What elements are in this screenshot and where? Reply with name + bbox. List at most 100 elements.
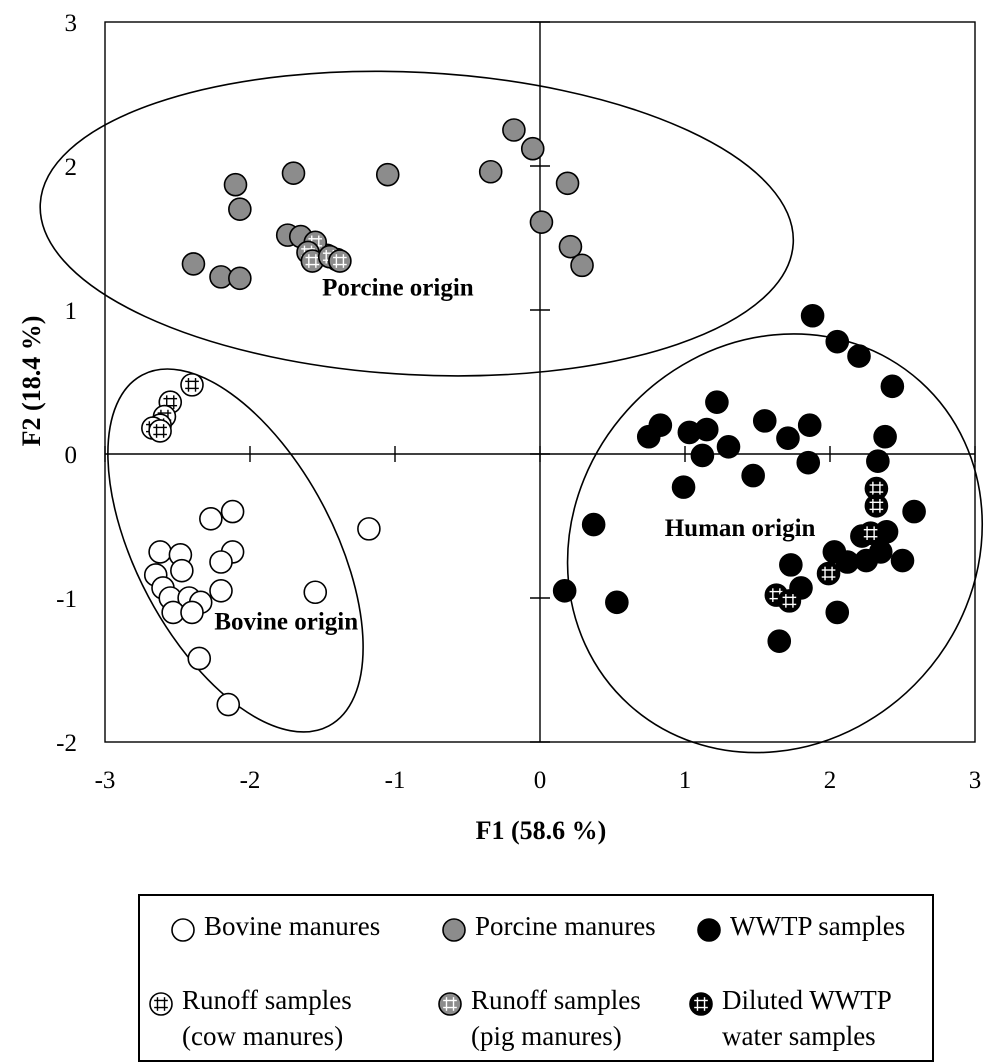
- data-point: [873, 424, 897, 449]
- legend-item-wwtp: WWTP samples: [696, 908, 905, 944]
- data-point: [303, 580, 328, 605]
- data-point: [187, 646, 212, 671]
- group-label: Bovine origin: [214, 609, 358, 636]
- data-point: [375, 162, 400, 187]
- legend-item-diluted-wwtp: Diluted WWTP water samples: [688, 982, 892, 1054]
- data-points: [141, 118, 926, 717]
- data-point: [694, 417, 719, 442]
- legend-label: WWTP samples: [730, 911, 906, 941]
- data-point: [825, 329, 850, 354]
- data-point: [800, 303, 825, 328]
- data-point: [148, 419, 172, 443]
- open-circle-icon: [171, 918, 195, 942]
- data-point: [328, 249, 352, 273]
- black-cross-circle-icon: [438, 992, 462, 1016]
- data-point: [181, 252, 206, 276]
- x-tick-label: 3: [969, 767, 982, 794]
- data-point: [228, 266, 252, 291]
- data-point: [752, 409, 777, 433]
- y-tick-label: 1: [65, 298, 78, 325]
- y-tick-label: 0: [65, 442, 78, 469]
- gray-circle-icon: [442, 918, 466, 942]
- data-point: [777, 589, 802, 613]
- series-gray-cross-circle: [296, 230, 352, 273]
- series-filled-circle: [552, 303, 926, 654]
- x-tick-label: -3: [95, 767, 116, 794]
- data-point: [209, 550, 233, 574]
- data-point: [636, 424, 661, 449]
- data-point: [854, 548, 879, 573]
- data-point: [890, 548, 915, 573]
- x-tick-label: -2: [240, 767, 261, 794]
- legend-label: Bovine manures: [204, 911, 381, 941]
- data-point: [716, 434, 741, 459]
- data-point: [864, 494, 889, 518]
- scatter-plot: -3 -2 -1 0 1 2 3 3 2 1 0 -1 -2 Porcine origin Human o…: [17, 10, 984, 845]
- open-cross-circle-icon: [149, 992, 173, 1016]
- data-point: [797, 413, 822, 438]
- data-point: [180, 600, 204, 625]
- data-point: [880, 374, 905, 399]
- data-point: [767, 629, 792, 654]
- filled-cross-circle-icon: [689, 992, 713, 1016]
- data-point: [357, 517, 381, 541]
- legend-item-bovine: Bovine manures: [170, 908, 380, 944]
- data-point: [478, 159, 503, 184]
- legend-label: Runoff samples (cow manures): [182, 985, 352, 1051]
- data-point: [209, 578, 233, 603]
- data-point: [605, 590, 629, 615]
- group-labels: Porcine origin Human origin Bovine origin: [214, 275, 815, 636]
- x-tick-label: 2: [824, 767, 837, 794]
- legend-label: Diluted WWTP water samples: [722, 985, 892, 1051]
- y-tick-label: 2: [65, 154, 78, 181]
- data-point: [520, 136, 545, 161]
- data-point: [529, 210, 554, 234]
- data-point: [741, 463, 765, 488]
- data-point: [199, 506, 223, 531]
- data-point: [581, 512, 606, 537]
- data-point: [558, 234, 583, 259]
- x-tick-label: -1: [385, 767, 406, 794]
- data-point: [170, 558, 194, 583]
- data-point: [847, 344, 871, 368]
- filled-circle-icon: [697, 918, 721, 942]
- data-point: [552, 578, 577, 603]
- legend-item-runoff-cow: Runoff samples (cow manures): [148, 982, 352, 1054]
- series-open-cross-circle: [141, 373, 204, 443]
- data-point: [796, 450, 821, 475]
- group-ellipse: [107, 368, 364, 733]
- data-point: [555, 171, 580, 196]
- data-point: [825, 600, 850, 625]
- group-label: Porcine origin: [322, 275, 474, 302]
- data-point: [180, 373, 204, 397]
- y-axis-title: F2 (18.4 %): [17, 316, 46, 447]
- x-axis-title: F1 (58.6 %): [476, 816, 607, 845]
- group-ellipse: [566, 333, 984, 754]
- data-point: [228, 197, 252, 221]
- legend: Bovine manures Porcine manures WWTP samp…: [138, 894, 934, 1062]
- x-tick-label: 0: [534, 767, 547, 794]
- data-point: [671, 475, 696, 499]
- data-point: [858, 521, 883, 546]
- data-point: [776, 426, 800, 450]
- x-tick-label: 1: [679, 767, 692, 794]
- y-tick-label: -1: [56, 586, 77, 613]
- data-point: [570, 253, 594, 278]
- data-point: [148, 540, 172, 564]
- data-point: [216, 692, 241, 717]
- data-point: [220, 499, 245, 524]
- data-point: [779, 553, 803, 577]
- data-point: [223, 172, 248, 197]
- series-open-circle: [143, 499, 381, 717]
- group-ellipses: [39, 70, 984, 754]
- legend-item-porcine: Porcine manures: [441, 908, 656, 944]
- y-tick-label: -2: [56, 730, 77, 757]
- legend-label: Porcine manures: [475, 911, 656, 941]
- legend-label: Runoff samples (pig manures): [471, 985, 641, 1051]
- data-point: [902, 499, 926, 524]
- legend-item-runoff-pig: Runoff samples (pig manures): [437, 982, 641, 1054]
- data-point: [690, 443, 715, 468]
- data-point: [281, 161, 306, 185]
- series-gray-circle: [181, 118, 594, 291]
- series-filled-cross-circle: [764, 476, 889, 613]
